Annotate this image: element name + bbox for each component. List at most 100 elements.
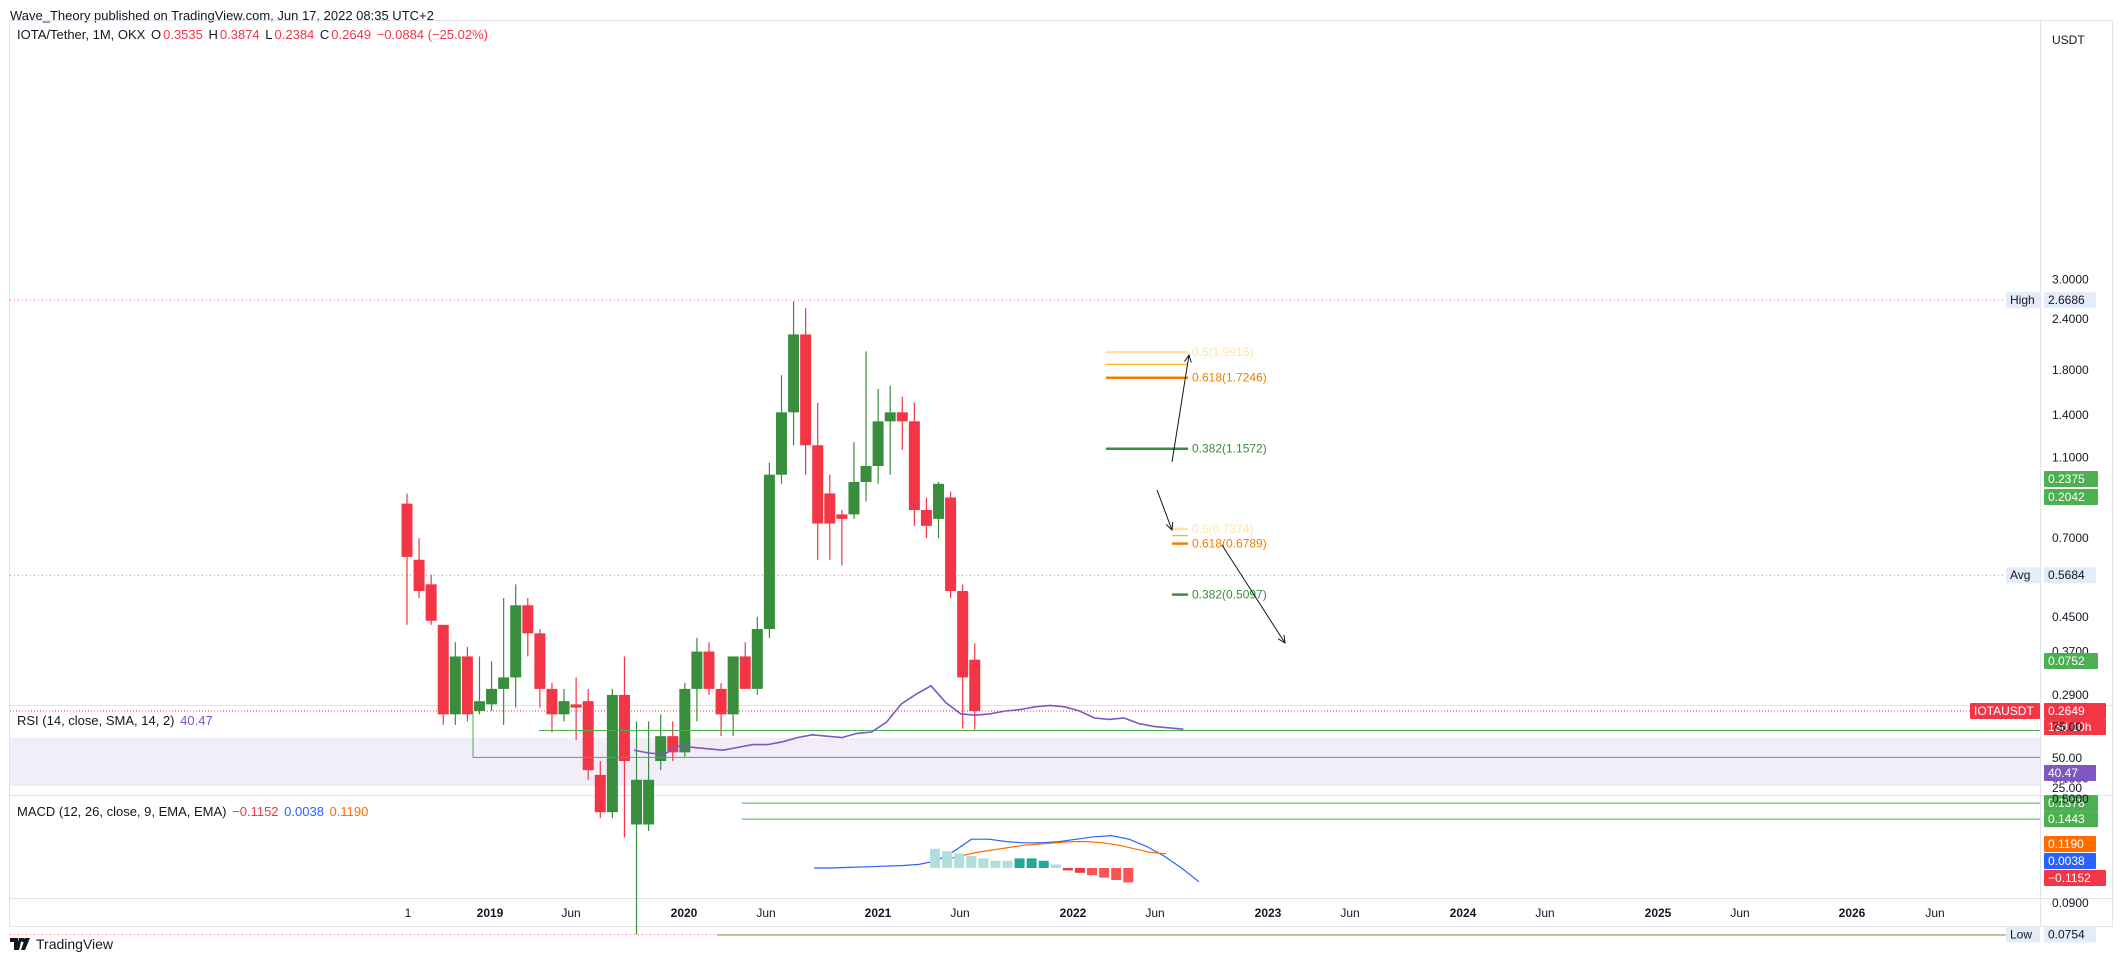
brand-name: TradingView (36, 936, 114, 952)
candle-body (461, 656, 473, 715)
support-badge: 0.1443 (2048, 812, 2085, 826)
price-tick: 2.4000 (2052, 312, 2089, 326)
candle-body (558, 701, 570, 715)
close-value: 0.2649 (331, 27, 372, 42)
macd-hist-bar (1062, 868, 1073, 871)
macd-hist-bar (954, 853, 965, 868)
candle-body (763, 474, 775, 630)
support-badge: 0.2042 (2048, 490, 2085, 504)
macd-legend[interactable]: MACD (12, 26, close, 9, EMA, EMA) −0.115… (17, 804, 370, 819)
fib-upper-618-label: 0.618(1.7246) (1192, 371, 1267, 385)
drawings[interactable]: 0.5(1.9916) 0.618(1.7246) 0.382(1.1572) 0.5… (472, 345, 2040, 936)
macd-hist-bar (1123, 868, 1134, 883)
macd-hist-bar (942, 851, 953, 868)
macd-line (814, 834, 1200, 883)
candle-body (727, 656, 739, 715)
change-value: −0.0884 (−25.02%) (376, 27, 488, 42)
high-label: H (208, 27, 218, 42)
high-value-badge-bg (2044, 292, 2096, 309)
candle-body (643, 779, 655, 825)
rsi-legend[interactable]: RSI (14, close, SMA, 14, 2) 40.47 (17, 713, 215, 728)
candle-body (655, 736, 667, 762)
fib-lower-382-label: 0.382(0.5097) (1192, 588, 1267, 602)
candle-body (920, 510, 932, 526)
arrow-up (1171, 354, 1190, 463)
price-tick: 0.7000 (2052, 531, 2089, 545)
candle-body (836, 514, 848, 519)
signal-line (944, 840, 1167, 861)
macd-hist-bar (1099, 868, 1110, 878)
macd-hist-bar (966, 856, 977, 868)
low-tag-bg (2006, 926, 2040, 943)
time-tick: 2024 (1450, 906, 1477, 920)
candle-body (449, 656, 461, 715)
time-tick: 2020 (671, 906, 698, 920)
support-badge: 0.0752 (2048, 654, 2085, 668)
support-badge: 0.2375 (2048, 472, 2085, 486)
macd-tick: 0.5000 (2052, 792, 2089, 806)
candle-body (751, 629, 763, 689)
rsi-value: 40.47 (180, 713, 213, 728)
support-badge-bg (2044, 811, 2098, 828)
macd-hist-bar (1002, 860, 1013, 868)
time-axis[interactable]: 1 2019 Jun 2020 Jun 2021 Jun 2022 Jun 2023 Jun 2024… (405, 906, 1945, 920)
price-tick: 1.8000 (2052, 363, 2089, 377)
candles[interactable] (401, 301, 981, 935)
time-tick: 2022 (1060, 906, 1087, 920)
open-value: 0.3535 (163, 27, 203, 42)
candle-body (969, 659, 981, 712)
tradingview-logo-icon (10, 938, 30, 950)
fib-lower-618-label: 0.618(0.6789) (1192, 537, 1267, 551)
macd-signal-badge: 0.0038 (2048, 854, 2085, 868)
symbol-name[interactable]: IOTA/Tether, 1M, OKX (17, 27, 146, 42)
support-badge: 0.1578 (2048, 796, 2085, 810)
avg-tag: Avg (2010, 568, 2030, 582)
candle-body (715, 688, 727, 715)
candle-body (848, 481, 860, 515)
macd-hist-bar (978, 858, 989, 868)
tradingview-logo[interactable]: TradingView (10, 936, 113, 952)
low-tag: Low (2010, 928, 2032, 942)
time-tick: 2025 (1645, 906, 1672, 920)
avg-tag-bg (2006, 567, 2040, 584)
price-tick: 0.0900 (2052, 896, 2089, 910)
rsi-label: RSI (14, close, SMA, 14, 2) (17, 713, 175, 728)
candle-body (908, 421, 920, 511)
rsi-tick: 75.00 (2052, 720, 2082, 734)
candle-body (945, 497, 957, 592)
macd-badge-bg (2044, 870, 2106, 886)
candle-body (570, 704, 582, 708)
macd-hist-badge-bg (2044, 836, 2096, 852)
fib-upper-382-label: 0.382(1.1572) (1192, 442, 1267, 456)
arrow-up-head (1184, 353, 1192, 363)
candle-body (413, 559, 425, 592)
candle-body (582, 701, 594, 771)
candle-body (618, 694, 630, 762)
candle-body (425, 584, 437, 621)
avg-value-badge-bg (2044, 567, 2096, 584)
rsi-current-badge-bg (2044, 765, 2096, 781)
candle-body (594, 774, 606, 813)
candle-body (510, 605, 522, 678)
symbol-legend[interactable]: IOTA/Tether, 1M, OKX O 0.3535 H 0.3874 L 0.… (17, 27, 490, 42)
macd-hist-bar (990, 860, 1001, 868)
candle-body (679, 688, 691, 753)
last-price-badge-bg (2044, 703, 2106, 720)
arrow-down-2-head (1277, 634, 1286, 644)
high-tag-bg (2006, 292, 2040, 309)
support-badge-bg (2044, 653, 2098, 669)
macd-signal-value: 0.0038 (284, 804, 324, 819)
price-axis[interactable]: USDT3.00002.40001.80001.40001.10000.9000… (1970, 33, 2106, 962)
low-value: 0.2384 (274, 27, 315, 42)
candle-body (606, 694, 618, 813)
macd-value: −0.1152 (232, 804, 279, 819)
countdown-badge-bg (2044, 719, 2106, 736)
symbol-tag: IOTAUSDT (1974, 704, 2034, 718)
publish-info: Wave_Theory published on TradingView.com… (10, 8, 434, 23)
time-tick: Jun (950, 906, 969, 920)
candle-body (824, 493, 836, 524)
fib-upper-half-label: 0.5(1.9916) (1192, 345, 1253, 359)
macd-hist-badge: 0.1190 (2048, 837, 2084, 851)
